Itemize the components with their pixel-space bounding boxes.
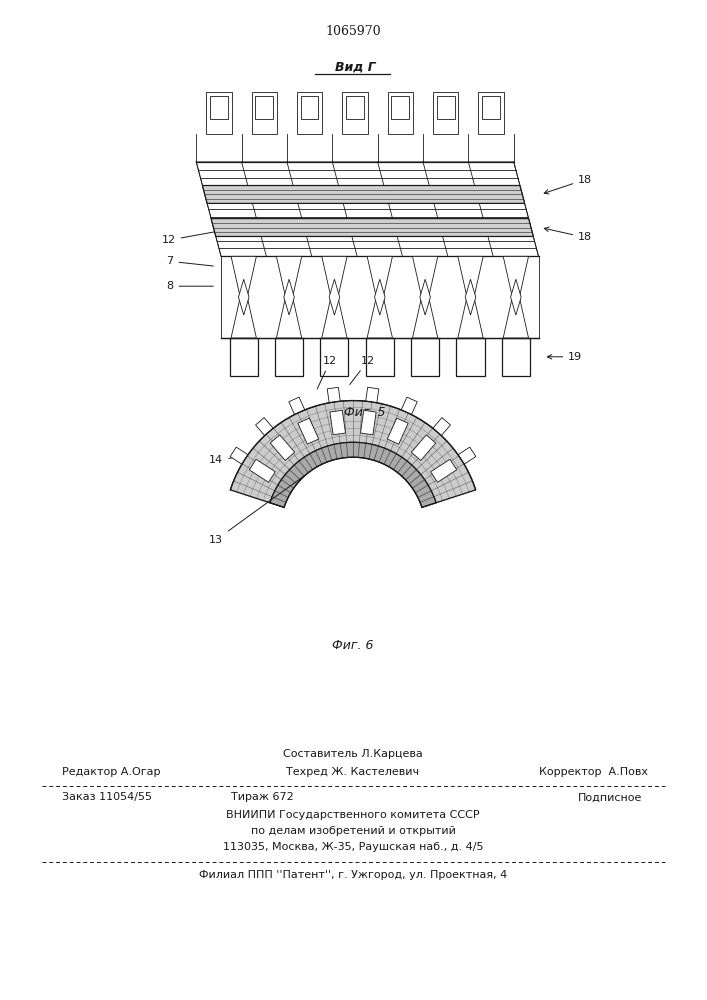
Bar (457, 338, 484, 376)
Polygon shape (387, 418, 408, 444)
Polygon shape (276, 297, 302, 338)
Polygon shape (329, 279, 339, 315)
Polygon shape (412, 256, 438, 297)
Polygon shape (458, 447, 476, 464)
Bar (479, 92, 503, 134)
Polygon shape (276, 256, 302, 297)
Polygon shape (361, 410, 376, 435)
Text: Редактор А.Огар: Редактор А.Огар (62, 767, 160, 777)
Bar (297, 92, 322, 134)
Polygon shape (231, 297, 257, 338)
Text: Заказ 11054/55: Заказ 11054/55 (62, 792, 152, 802)
Polygon shape (255, 418, 273, 436)
Polygon shape (433, 418, 450, 436)
Text: Техред Ж. Кастелевич: Техред Ж. Кастелевич (286, 767, 419, 777)
Text: по делам изобретений и открытий: по делам изобретений и открытий (250, 826, 455, 836)
Polygon shape (288, 397, 305, 414)
Text: Составитель Л.Карцева: Составитель Л.Карцева (283, 749, 423, 759)
Polygon shape (230, 401, 476, 503)
Polygon shape (270, 435, 295, 460)
Text: 1065970: 1065970 (325, 25, 381, 38)
Bar (230, 338, 258, 376)
Polygon shape (270, 442, 436, 507)
Text: Тираж 672: Тираж 672 (231, 792, 293, 802)
Bar (210, 96, 228, 119)
Bar (275, 338, 303, 376)
Text: 12: 12 (317, 356, 337, 389)
Polygon shape (202, 186, 525, 203)
Polygon shape (284, 279, 294, 315)
Polygon shape (322, 256, 347, 297)
Text: 18: 18 (544, 227, 592, 242)
Text: 113035, Москва, Ж-35, Раушская наб., д. 4/5: 113035, Москва, Ж-35, Раушская наб., д. … (223, 842, 484, 852)
Polygon shape (375, 279, 385, 315)
Bar (387, 92, 413, 134)
Bar (320, 338, 349, 376)
Text: 7: 7 (166, 256, 214, 266)
Bar (502, 338, 530, 376)
Text: 12: 12 (350, 356, 375, 385)
Text: 13: 13 (209, 476, 304, 545)
Polygon shape (322, 297, 347, 338)
Text: Подписное: Подписное (578, 792, 643, 802)
Polygon shape (238, 279, 249, 315)
Bar (392, 96, 409, 119)
Polygon shape (412, 297, 438, 338)
Text: Фиг. 5: Фиг. 5 (344, 406, 385, 419)
Polygon shape (230, 447, 248, 464)
Text: ВНИИПИ Государственного комитета СССР: ВНИИПИ Государственного комитета СССР (226, 810, 480, 820)
Text: 14: 14 (209, 455, 245, 465)
Bar (433, 92, 458, 134)
Polygon shape (503, 256, 529, 297)
Polygon shape (420, 279, 431, 315)
Polygon shape (250, 459, 275, 482)
Text: Корректор  А.Повх: Корректор А.Повх (539, 767, 648, 777)
Polygon shape (510, 279, 521, 315)
Polygon shape (366, 387, 379, 403)
Bar (300, 96, 318, 119)
Bar (206, 92, 232, 134)
Bar (482, 96, 500, 119)
Polygon shape (330, 410, 346, 435)
Bar (252, 92, 277, 134)
Polygon shape (327, 387, 340, 403)
Polygon shape (401, 397, 417, 414)
Polygon shape (367, 256, 392, 297)
Text: Филиал ППП ''Патент'', г. Ужгород, ул. Проектная, 4: Филиал ППП ''Патент'', г. Ужгород, ул. П… (199, 870, 507, 880)
Bar (255, 96, 273, 119)
Polygon shape (458, 256, 483, 297)
Text: 12: 12 (161, 226, 248, 245)
Text: Фиг. 6: Фиг. 6 (332, 639, 374, 652)
Polygon shape (367, 297, 392, 338)
Text: 19: 19 (547, 352, 583, 362)
Polygon shape (411, 435, 436, 460)
Polygon shape (298, 418, 319, 444)
Polygon shape (211, 219, 533, 236)
Bar (346, 96, 364, 119)
Polygon shape (458, 297, 483, 338)
Bar (342, 92, 368, 134)
Polygon shape (465, 279, 476, 315)
Bar (411, 338, 439, 376)
Polygon shape (503, 297, 529, 338)
Text: 8: 8 (166, 281, 214, 291)
Text: 18: 18 (544, 175, 592, 194)
Bar (437, 96, 455, 119)
Polygon shape (231, 256, 257, 297)
Polygon shape (431, 459, 457, 482)
Text: Вид Г: Вид Г (334, 60, 375, 73)
Bar (366, 338, 394, 376)
